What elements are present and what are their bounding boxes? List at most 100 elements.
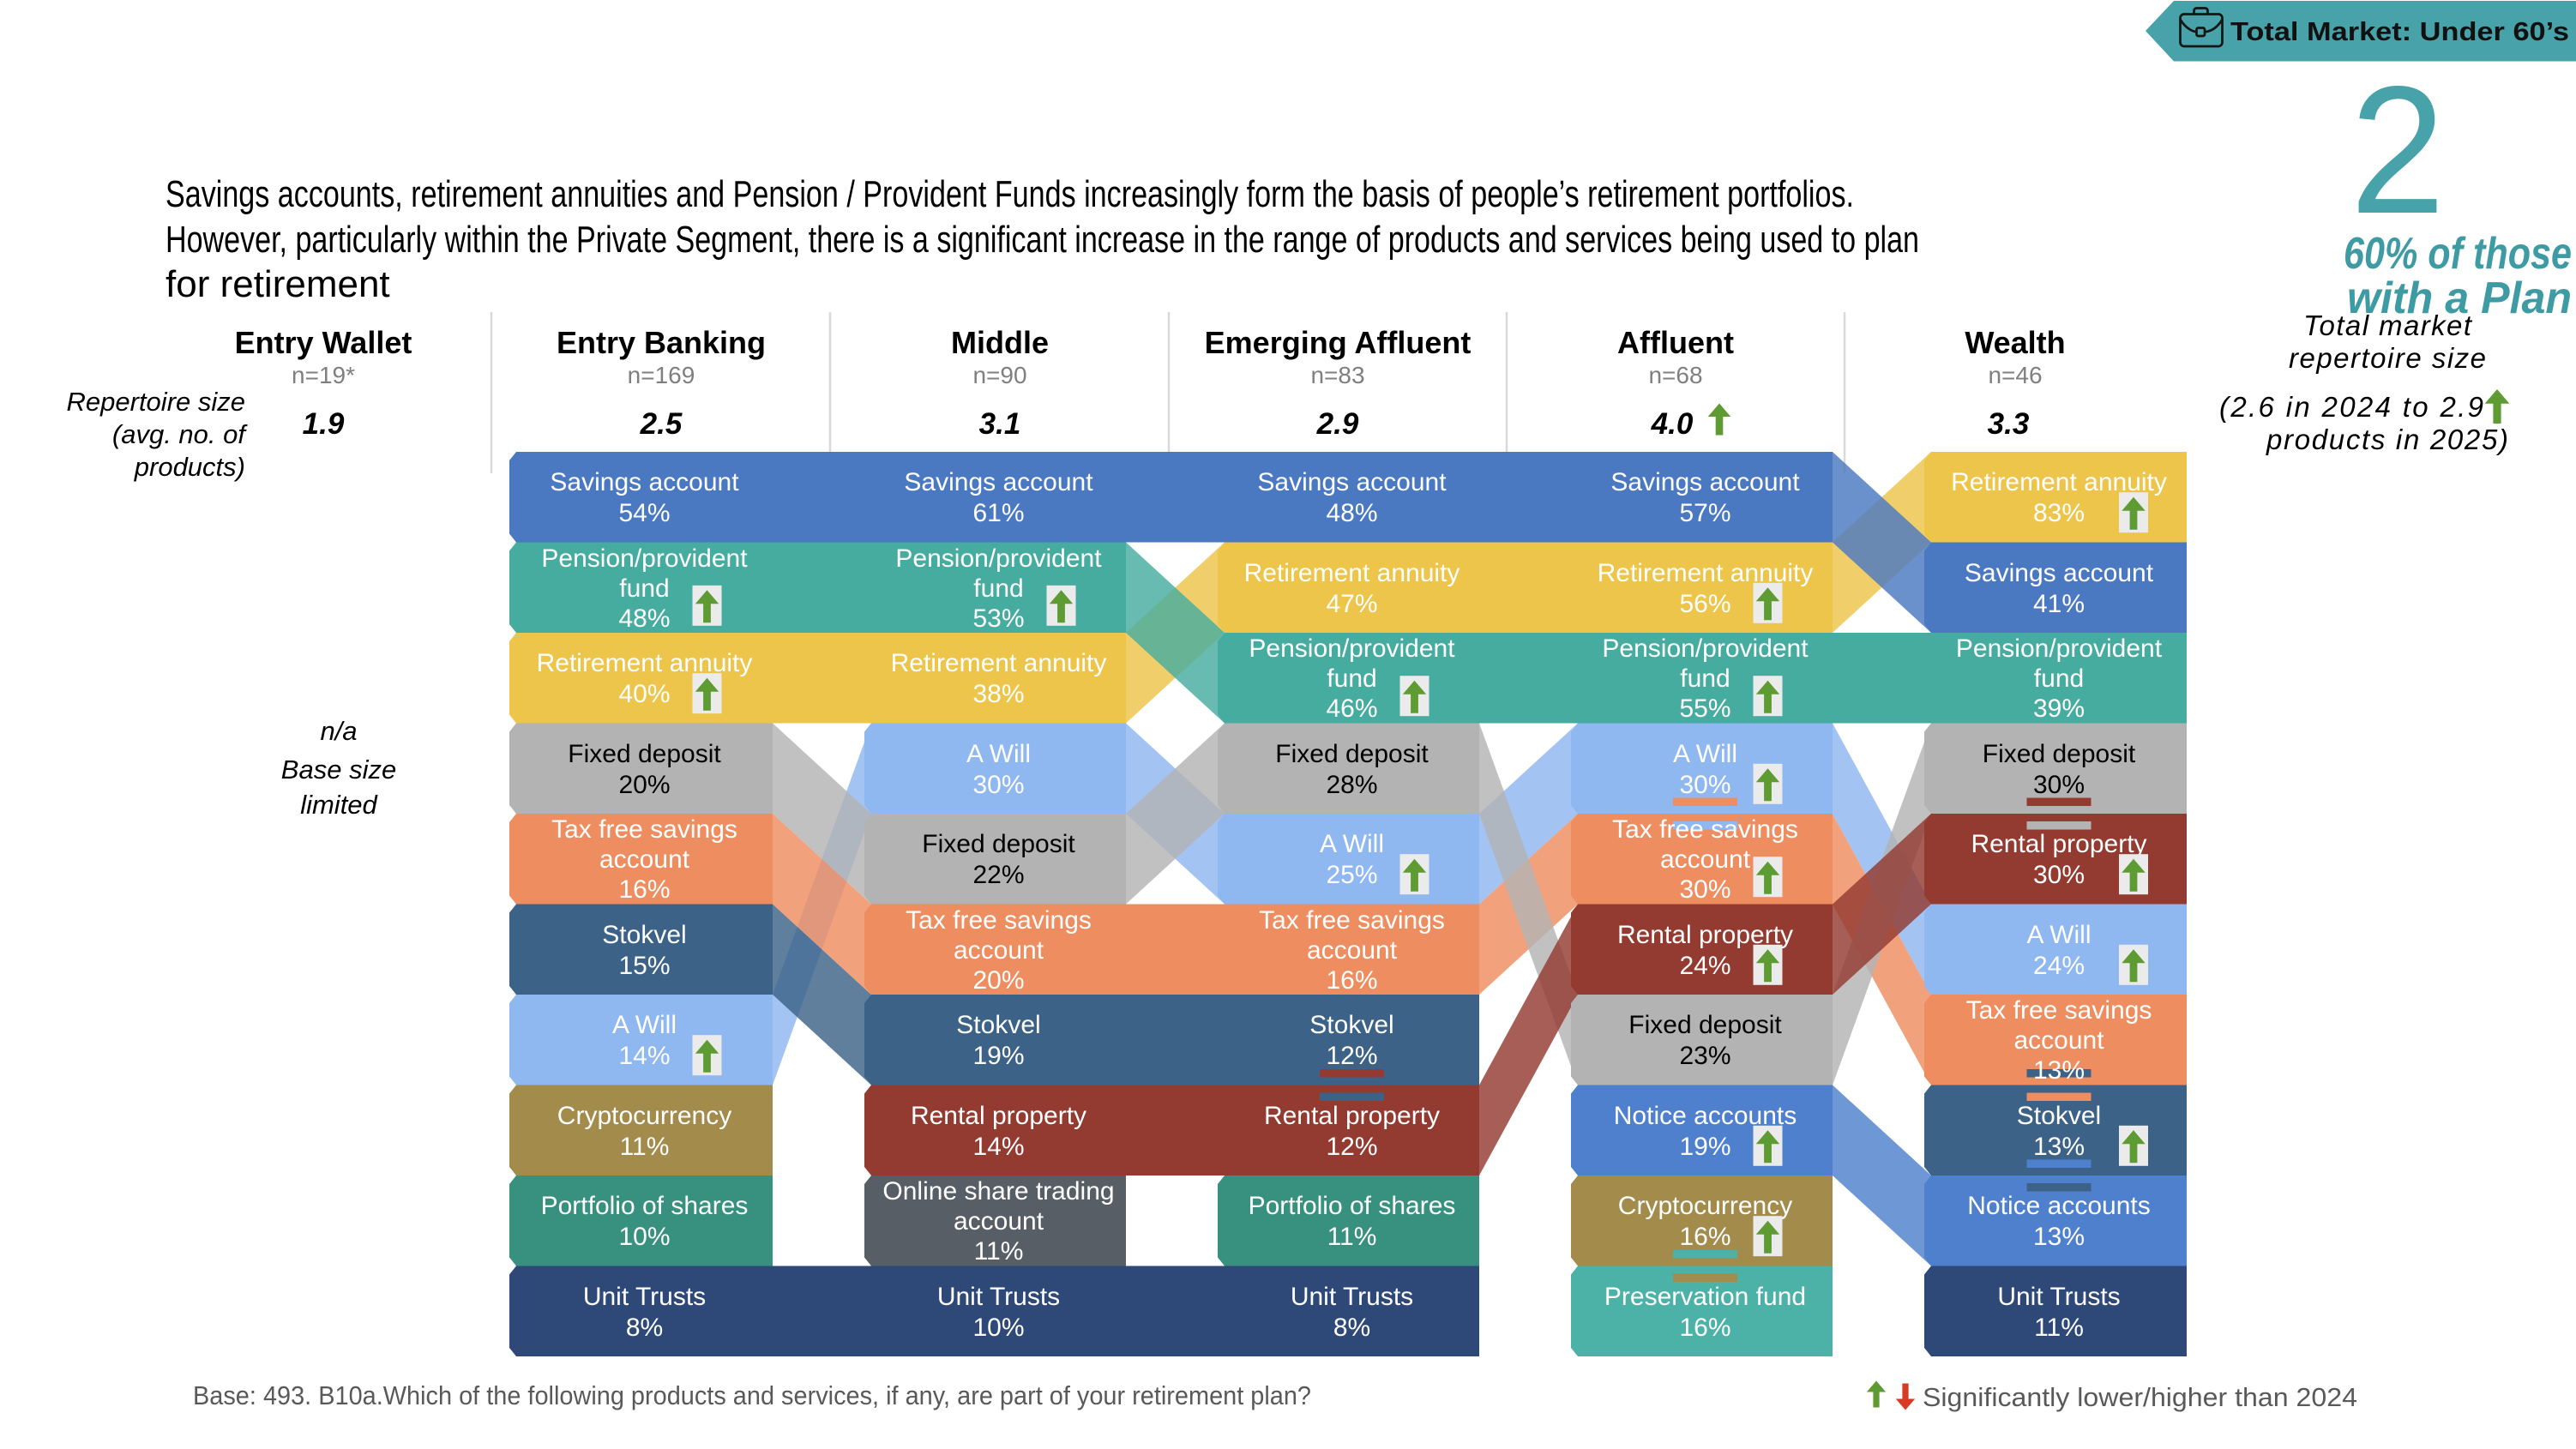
svg-text:with a Plan: with a Plan bbox=[2347, 274, 2572, 323]
svg-text:n/a: n/a bbox=[320, 716, 357, 746]
svg-text:Online share trading: Online share trading bbox=[882, 1177, 1114, 1205]
svg-text:48%: 48% bbox=[618, 604, 670, 633]
svg-text:Rental property: Rental property bbox=[1971, 830, 2146, 858]
svg-text:Fixed deposit: Fixed deposit bbox=[922, 830, 1075, 858]
svg-text:20%: 20% bbox=[972, 966, 1024, 995]
svg-text:13%: 13% bbox=[2033, 1223, 2085, 1251]
svg-text:Pension/provident: Pension/provident bbox=[541, 544, 748, 573]
svg-text:account: account bbox=[1307, 936, 1398, 965]
svg-text:Entry Wallet: Entry Wallet bbox=[235, 325, 412, 360]
svg-text:Tax free savings: Tax free savings bbox=[906, 906, 1092, 935]
svg-text:Tax free savings: Tax free savings bbox=[1259, 906, 1445, 935]
svg-text:23%: 23% bbox=[1679, 1042, 1730, 1070]
svg-text:16%: 16% bbox=[1326, 966, 1377, 995]
svg-text:n=169: n=169 bbox=[628, 362, 695, 388]
svg-text:Affluent: Affluent bbox=[1617, 325, 1734, 360]
svg-text:Stokvel: Stokvel bbox=[956, 1011, 1040, 1039]
svg-text:Pension/provident: Pension/provident bbox=[1956, 634, 2163, 663]
svg-text:2.9: 2.9 bbox=[1316, 407, 1359, 441]
svg-text:Fixed deposit: Fixed deposit bbox=[1628, 1011, 1782, 1039]
svg-text:Tax free savings: Tax free savings bbox=[1612, 815, 1798, 844]
svg-text:30%: 30% bbox=[2033, 861, 2085, 889]
svg-text:limited: limited bbox=[300, 790, 378, 820]
svg-text:Tax free savings: Tax free savings bbox=[1966, 996, 2152, 1025]
svg-text:11%: 11% bbox=[2034, 1314, 2084, 1342]
svg-text:22%: 22% bbox=[972, 861, 1024, 889]
svg-text:Entry Banking: Entry Banking bbox=[557, 325, 766, 360]
svg-text:fund: fund bbox=[619, 574, 669, 603]
svg-text:55%: 55% bbox=[1679, 694, 1730, 723]
svg-text:Pension/provident: Pension/provident bbox=[895, 544, 1102, 573]
svg-text:61%: 61% bbox=[972, 499, 1024, 527]
svg-text:1.9: 1.9 bbox=[303, 407, 345, 441]
svg-text:57%: 57% bbox=[1679, 499, 1730, 527]
svg-text:10%: 10% bbox=[618, 1223, 670, 1251]
svg-text:24%: 24% bbox=[2033, 952, 2085, 980]
svg-text:Savings account: Savings account bbox=[1610, 468, 1800, 496]
svg-text:46%: 46% bbox=[1326, 694, 1377, 723]
svg-text:products in 2025): products in 2025) bbox=[2266, 424, 2508, 455]
svg-text:30%: 30% bbox=[2033, 771, 2085, 799]
svg-text:20%: 20% bbox=[618, 771, 670, 799]
svg-text:54%: 54% bbox=[618, 499, 670, 527]
svg-text:30%: 30% bbox=[1679, 875, 1730, 904]
svg-text:repertoire size: repertoire size bbox=[2289, 342, 2486, 374]
svg-text:4.0: 4.0 bbox=[1651, 407, 1694, 441]
svg-text:Stokvel: Stokvel bbox=[602, 921, 686, 949]
svg-text:Significantly lower/higher tha: Significantly lower/higher than 2024 bbox=[1923, 1382, 2357, 1412]
svg-text:A Will: A Will bbox=[2027, 921, 2091, 949]
svg-text:products): products) bbox=[134, 452, 245, 482]
svg-text:n=19*: n=19* bbox=[292, 362, 355, 388]
svg-text:30%: 30% bbox=[972, 771, 1024, 799]
svg-text:Notice accounts: Notice accounts bbox=[1614, 1102, 1797, 1130]
svg-text:Total Market: Under 60’s: Total Market: Under 60’s bbox=[2230, 16, 2569, 46]
svg-text:n=46: n=46 bbox=[1988, 362, 2042, 388]
svg-text:16%: 16% bbox=[1679, 1223, 1730, 1251]
svg-text:Preservation fund: Preservation fund bbox=[1604, 1283, 1806, 1311]
svg-text:Savings account: Savings account bbox=[550, 468, 739, 496]
svg-text:Retirement annuity: Retirement annuity bbox=[1951, 468, 2167, 496]
svg-text:11%: 11% bbox=[1327, 1223, 1377, 1251]
svg-text:A Will: A Will bbox=[1320, 830, 1384, 858]
svg-text:n=68: n=68 bbox=[1648, 362, 1702, 388]
svg-text:A Will: A Will bbox=[966, 740, 1031, 768]
svg-text:Notice accounts: Notice accounts bbox=[1967, 1192, 2150, 1220]
svg-text:47%: 47% bbox=[1326, 590, 1377, 618]
svg-text:Fixed deposit: Fixed deposit bbox=[1275, 740, 1429, 768]
svg-text:fund: fund bbox=[2034, 664, 2084, 693]
svg-text:Unit Trusts: Unit Trusts bbox=[1291, 1283, 1413, 1311]
svg-text:Stokvel: Stokvel bbox=[2017, 1102, 2101, 1130]
svg-text:13%: 13% bbox=[2033, 1056, 2085, 1085]
svg-text:fund: fund bbox=[1680, 664, 1730, 693]
svg-text:8%: 8% bbox=[1333, 1314, 1370, 1342]
svg-text:30%: 30% bbox=[1679, 771, 1730, 799]
svg-text:19%: 19% bbox=[972, 1042, 1024, 1070]
svg-text:15%: 15% bbox=[618, 952, 670, 980]
svg-text:Fixed deposit: Fixed deposit bbox=[568, 740, 721, 768]
svg-text:25%: 25% bbox=[1326, 861, 1377, 889]
svg-text:Savings account: Savings account bbox=[1257, 468, 1447, 496]
svg-text:Savings account: Savings account bbox=[904, 468, 1093, 496]
svg-text:account: account bbox=[2013, 1026, 2104, 1055]
svg-text:However, particularly within t: However, particularly within the Private… bbox=[166, 219, 1919, 261]
svg-text:Base: 493. B10a.Which of the f: Base: 493. B10a.Which of the following p… bbox=[193, 1380, 1311, 1410]
svg-text:Repertoire size: Repertoire size bbox=[67, 387, 245, 417]
svg-text:11%: 11% bbox=[974, 1237, 1024, 1266]
svg-text:38%: 38% bbox=[972, 680, 1024, 708]
svg-text:11%: 11% bbox=[620, 1133, 670, 1161]
svg-text:Portfolio of shares: Portfolio of shares bbox=[541, 1192, 749, 1220]
svg-text:48%: 48% bbox=[1326, 499, 1377, 527]
svg-text:Wealth: Wealth bbox=[1965, 325, 2065, 360]
svg-text:56%: 56% bbox=[1679, 590, 1730, 618]
svg-text:3.1: 3.1 bbox=[979, 407, 1021, 441]
svg-text:account: account bbox=[954, 936, 1044, 965]
svg-text:for retirement: for retirement bbox=[166, 263, 390, 305]
svg-text:Pension/provident: Pension/provident bbox=[1602, 634, 1809, 663]
svg-text:Retirement annuity: Retirement annuity bbox=[537, 649, 753, 677]
svg-text:Base size: Base size bbox=[281, 755, 396, 785]
svg-text:Emerging Affluent: Emerging Affluent bbox=[1205, 325, 1472, 360]
svg-text:Savings accounts, retirement a: Savings accounts, retirement annuities a… bbox=[166, 173, 1854, 215]
svg-text:2.5: 2.5 bbox=[640, 407, 683, 441]
svg-text:(2.6 in 2024 to 2.9: (2.6 in 2024 to 2.9 bbox=[2219, 391, 2483, 423]
svg-text:Middle: Middle bbox=[951, 325, 1049, 360]
